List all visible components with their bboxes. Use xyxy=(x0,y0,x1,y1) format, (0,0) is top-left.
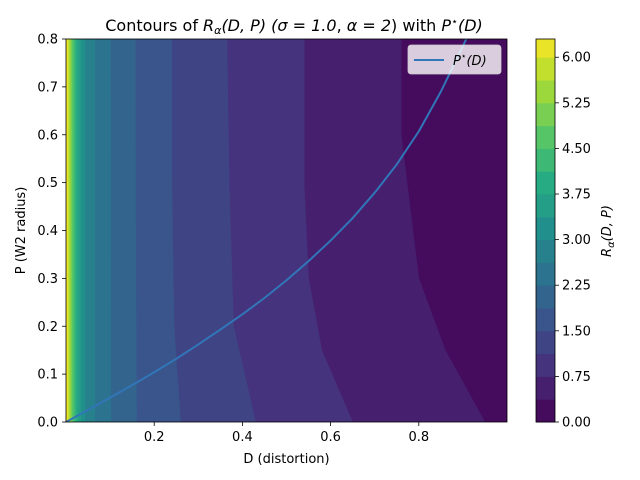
x-tick-label: 0.6 xyxy=(320,430,341,445)
contour-fills xyxy=(66,39,507,422)
colorbar-band xyxy=(536,376,555,400)
colorbar-band xyxy=(536,308,555,332)
colorbar-band xyxy=(536,330,555,355)
colorbar-band xyxy=(536,239,555,263)
colorbar-band xyxy=(536,399,555,423)
x-axis-label: D (distortion) xyxy=(243,452,329,467)
colorbar-band xyxy=(536,216,555,241)
plot-area xyxy=(66,39,507,422)
colorbar-band xyxy=(536,171,555,195)
y-axis-label: P (W2 radius) xyxy=(14,187,29,275)
colorbar-tick-label: 3.00 xyxy=(562,233,591,248)
y-tick-label: 0.3 xyxy=(37,272,58,287)
x-tick-label: 0.4 xyxy=(232,430,253,445)
legend-label: P⋆(D) xyxy=(453,52,487,69)
y-tick-label: 0.5 xyxy=(37,176,58,191)
x-tick-label: 0.8 xyxy=(408,430,429,445)
colorbar-band xyxy=(536,194,555,218)
colorbar-tick-label: 5.25 xyxy=(562,96,591,111)
y-axis: 0.0 0.1 0.2 0.3 0.4 0.5 0.6 0.7 0.8 xyxy=(37,33,66,431)
colorbar-frame xyxy=(535,38,556,423)
y-tick-label: 0.7 xyxy=(37,80,58,95)
colorbar-tick-label: 0.75 xyxy=(562,370,591,385)
colorbar-band xyxy=(536,148,555,172)
legend-box xyxy=(407,44,502,75)
contour-band xyxy=(66,39,69,422)
colorbar-band xyxy=(536,39,555,58)
y-tick-label: 0.4 xyxy=(37,224,58,239)
y-tick-label: 0.1 xyxy=(37,368,58,383)
legend: P⋆(D) xyxy=(407,44,502,75)
colorbar-band xyxy=(536,57,555,81)
colorbar-band xyxy=(536,285,555,309)
colorbar-band xyxy=(536,102,555,127)
colorbar-label: Rα(D, P) xyxy=(600,205,617,257)
y-tick-label: 0.6 xyxy=(37,128,58,143)
colorbar-tick-label: 4.50 xyxy=(562,142,591,157)
colorbar-ticks: 0.00 0.75 1.50 2.25 3.00 3.75 4.50 5.25 6.00 xyxy=(555,51,591,431)
x-tick-label: 0.2 xyxy=(144,430,165,445)
colorbar-band xyxy=(536,353,555,377)
colorbar: 0.00 0.75 1.50 2.25 3.00 3.75 4.50 5.25 6.00 Rα(… xyxy=(535,38,617,431)
colorbar-tick-label: 3.75 xyxy=(562,188,591,203)
colorbar-tick-label: 0.00 xyxy=(562,416,591,431)
colorbar-tick-label: 6.00 xyxy=(562,51,591,66)
x-axis: 0.2 0.4 0.6 0.8 xyxy=(144,422,429,445)
y-tick-label: 0.8 xyxy=(37,33,58,48)
colorbar-band xyxy=(536,80,555,104)
colorbar-band xyxy=(536,262,555,286)
chart-title: Contours of Rα(D, P) (σ = 1.0, α = 2) wi… xyxy=(105,15,483,37)
y-tick-label: 0.0 xyxy=(37,416,58,431)
y-tick-label: 0.2 xyxy=(37,320,58,335)
colorbar-bands xyxy=(536,39,555,423)
colorbar-tick-label: 1.50 xyxy=(562,324,591,339)
colorbar-band xyxy=(536,125,555,149)
colorbar-tick-label: 2.25 xyxy=(562,279,591,294)
